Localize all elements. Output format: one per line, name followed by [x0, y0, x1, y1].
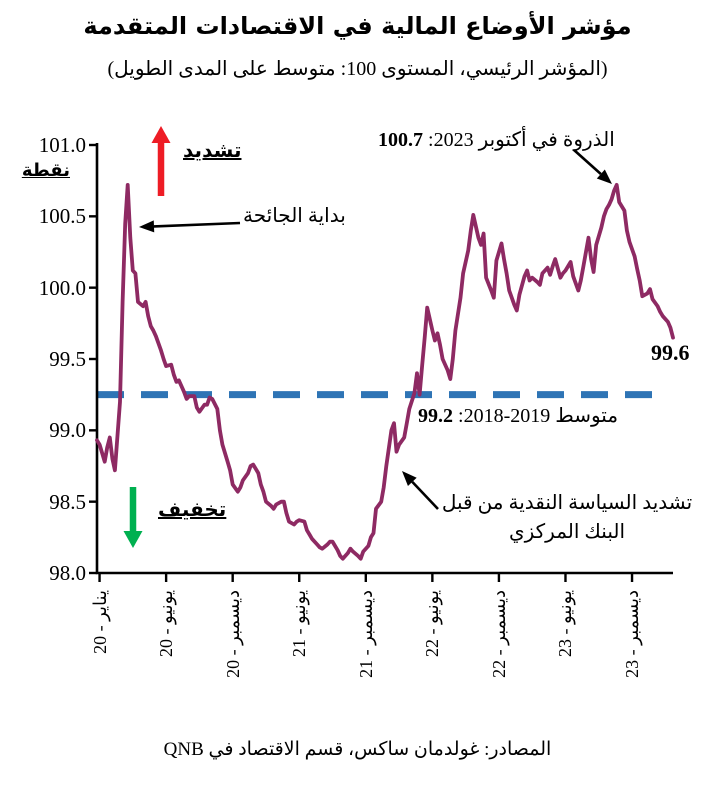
peak-annotation: الذروة في أكتوبر 2023: 100.7 — [378, 127, 710, 152]
x-axis-tick-label: ديسمبر - 23 — [622, 590, 643, 678]
y-axis-tick-label: 98.0 — [49, 561, 86, 585]
pandemic-arrow — [153, 221, 241, 228]
fci-line-series — [95, 182, 675, 561]
x-axis-tick-label: يونيو - 20 — [156, 590, 177, 658]
tightening-direction-label: تشديد — [183, 138, 242, 162]
peak-annotation-text: الذروة في أكتوبر 2023: — [423, 129, 615, 151]
tighten-up-arrow-head — [151, 126, 171, 143]
easing-direction-label: تخفيف — [158, 497, 227, 521]
x-axis-tick-label: يناير - 20 — [89, 590, 110, 654]
average-annotation-text: متوسط 2019-2018: — [453, 405, 619, 427]
chart-subtitle: (المؤشر الرئيسي، المستوى 100: متوسط على … — [107, 58, 608, 80]
cb-tightening-annotation: تشديد السياسة النقدية من قبل البنك المرك… — [441, 492, 693, 543]
x-axis-tick-label: يونيو - 23 — [555, 590, 576, 658]
average-annotation-value: 99.2 — [418, 405, 453, 427]
y-axis-tick-label: 98.5 — [49, 489, 86, 514]
chart-title: مؤشر الأوضاع المالية في الاقتصادات المتق… — [83, 12, 632, 40]
y-axis-tick-label: 101.0 — [38, 133, 86, 157]
x-axis-tick-label: ديسمبر - 22 — [488, 590, 509, 678]
x-axis-tick-label: يونيو - 22 — [422, 590, 443, 658]
y-axis-tick-label: 99.0 — [49, 418, 86, 443]
x-axis-tick-label: ديسمبر - 21 — [355, 590, 376, 678]
y-axis-unit-label: نقطة — [21, 160, 70, 181]
y-axis-tick-label: 100.0 — [38, 275, 86, 300]
pandemic-annotation: بداية الجائحة — [243, 205, 346, 227]
peak-arrow-head — [596, 169, 612, 184]
source-note: المصادر: غولدمان ساكس، قسم الاقتصاد في Q… — [163, 739, 552, 760]
y-axis-tick-label: 99.5 — [49, 347, 86, 371]
easing-down-arrow-head — [123, 531, 143, 548]
pandemic-arrow-head — [139, 220, 155, 233]
y-axis-tick-label: 100.5 — [38, 204, 86, 229]
x-axis-tick-label: ديسمبر - 20 — [222, 590, 243, 678]
peak-annotation-value: 100.7 — [378, 129, 423, 151]
cb-tightening-arrow — [411, 480, 439, 510]
peak-arrow — [573, 149, 602, 175]
cb-tightening-arrow-head — [402, 471, 417, 487]
latest-value-label: 99.6 — [651, 340, 690, 365]
average-line-annotation: متوسط 2019-2018: 99.2 — [418, 403, 710, 428]
x-axis-tick-label: يونيو - 21 — [289, 590, 310, 658]
